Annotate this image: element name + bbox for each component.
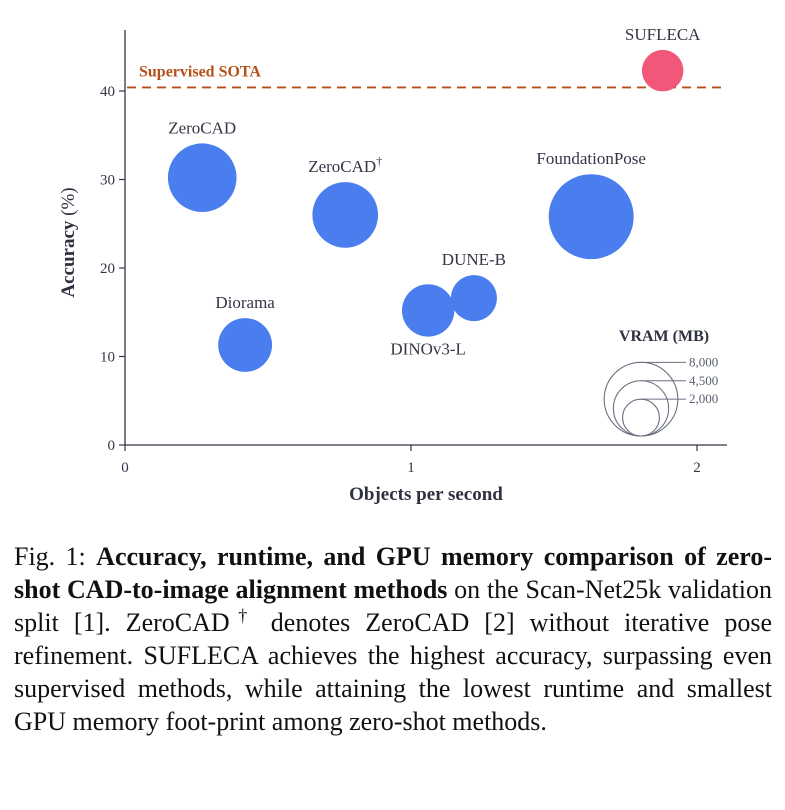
point-zerocad-dagger: [312, 182, 379, 248]
caption-bold: Accuracy, runtime, and GPU memory compar…: [14, 542, 772, 604]
point-zerocad: [167, 143, 237, 213]
supervised-sota-label: Supervised SOTA: [139, 63, 261, 80]
point-label: DUNE-B: [442, 250, 506, 269]
y-tick-label: 20: [100, 261, 115, 277]
x-tick-label: 2: [693, 460, 701, 476]
x-tick-label: 0: [121, 460, 129, 476]
point-diorama: [218, 318, 273, 372]
x-axis-title: Objects per second: [349, 484, 503, 505]
legend-label: 4,500: [689, 373, 718, 388]
legend-circle: [622, 398, 660, 437]
caption-prefix: Fig. 1:: [14, 542, 97, 571]
point-dinov3-l: [401, 284, 455, 337]
legend-label: 8,000: [689, 354, 718, 369]
legend-label: 2,000: [689, 391, 718, 406]
y-tick-label: 0: [108, 438, 116, 454]
point-dune-b: [450, 275, 497, 322]
caption-dagger: †: [229, 605, 256, 626]
point-foundationpose: [548, 174, 634, 260]
y-tick-label: 10: [100, 350, 115, 366]
data-points: [167, 49, 684, 372]
y-tick-label: 30: [100, 173, 115, 189]
point-label: ZeroCAD†: [308, 154, 382, 176]
point-label: ZeroCAD: [168, 118, 236, 137]
caption-rest2: denotes ZeroCAD [2] without iterative po…: [14, 608, 773, 736]
vram-size-legend: VRAM (MB) 8,000 4,500 2,000: [603, 328, 718, 437]
point-sufleca: [641, 49, 684, 92]
caption-rest: on the Scan-Net25k validation split [1].…: [14, 575, 772, 637]
point-label: SUFLECA: [625, 25, 701, 44]
x-tick-label: 1: [407, 460, 415, 476]
point-labels: ZeroCAD ZeroCAD† Diorama DINOv3-L DUNE-B Foun…: [168, 25, 701, 359]
y-tick-label: 40: [100, 84, 115, 100]
supervised-sota-line: Supervised SOTA: [127, 63, 727, 89]
legend-title: VRAM (MB): [619, 328, 709, 345]
figure-caption: Fig. 1: Accuracy, runtime, and GPU memor…: [14, 540, 772, 738]
point-label: DINOv3-L: [390, 340, 466, 359]
point-label: FoundationPose: [536, 149, 646, 168]
legend-circle: [612, 380, 670, 437]
point-label: Diorama: [215, 293, 275, 312]
y-axis-title: Accuracy (%): [58, 187, 79, 297]
